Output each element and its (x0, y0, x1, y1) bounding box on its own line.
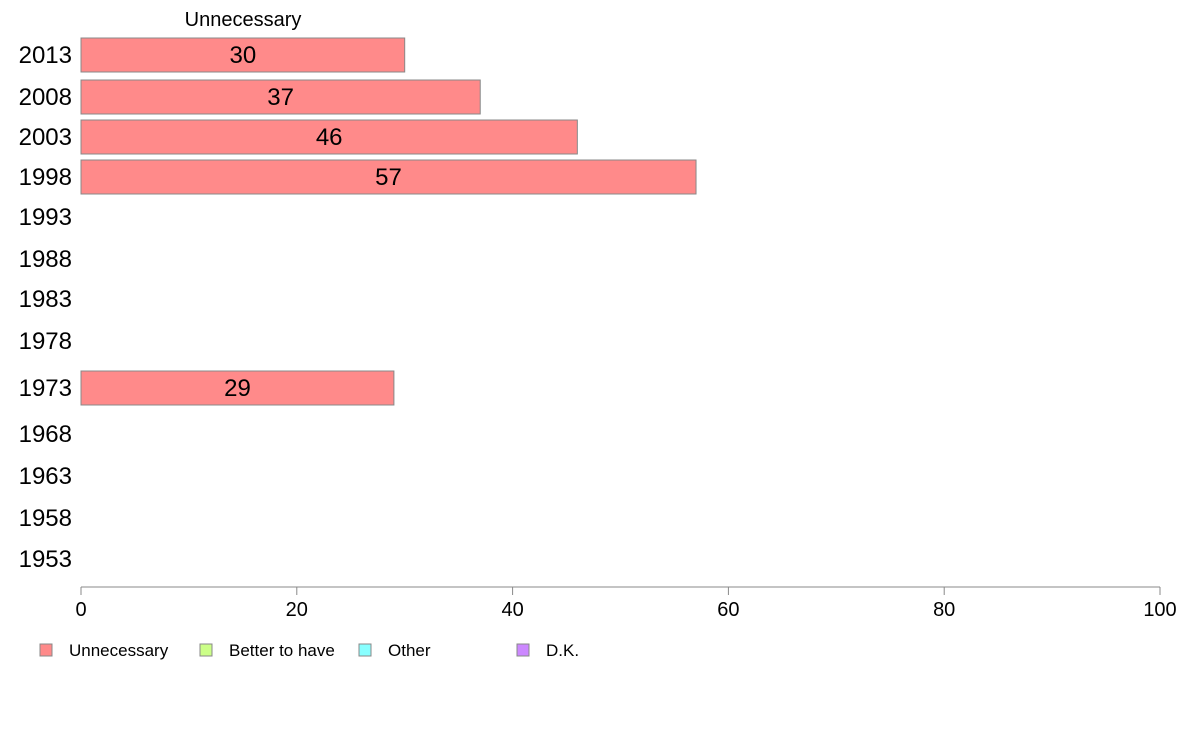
y-tick-label: 1953 (19, 546, 72, 573)
bar (80, 79, 481, 115)
bar (80, 37, 406, 73)
x-tick-label: 20 (286, 599, 308, 621)
y-tick-label: 1978 (19, 328, 72, 355)
y-tick-label: 1998 (19, 164, 72, 191)
legend-label: Unnecessary (69, 641, 169, 660)
bar-value-label: 30 (229, 42, 256, 69)
y-tick-label: 1993 (19, 204, 72, 231)
bar-value-label: 37 (267, 84, 294, 111)
y-tick-label: 1983 (19, 286, 72, 313)
y-tick-label: 1973 (19, 375, 72, 402)
chart-header: Unnecessary (185, 9, 302, 31)
bars-layer: 30 37 46 57 29 (80, 37, 697, 406)
y-axis-labels: 2013 2008 2003 1998 1993 1988 1983 1978 1973 1968… (19, 42, 72, 573)
y-tick-label: 1963 (19, 463, 72, 490)
bar-value-label: 46 (316, 124, 343, 151)
y-tick-label: 2013 (19, 42, 72, 69)
legend-swatch (516, 643, 530, 657)
y-tick-label: 2003 (19, 124, 72, 151)
legend-swatch (358, 643, 372, 657)
bar (80, 119, 578, 155)
legend-swatch (199, 643, 213, 657)
y-tick-label: 1958 (19, 505, 72, 532)
x-tick-label: 60 (717, 599, 739, 621)
bar (80, 159, 697, 195)
x-tick-label: 40 (501, 599, 523, 621)
legend-label: D.K. (546, 641, 579, 660)
x-tick-label: 0 (75, 599, 86, 621)
x-tick-label: 100 (1143, 599, 1176, 621)
bar-value-label: 29 (224, 375, 251, 402)
y-tick-label: 1988 (19, 246, 72, 273)
legend-swatch (39, 643, 53, 657)
y-tick-label: 2008 (19, 84, 72, 111)
bar-value-label: 57 (375, 164, 402, 191)
x-axis: 0 20 40 60 80 100 (75, 586, 1177, 621)
x-tick-label: 80 (933, 599, 955, 621)
y-tick-label: 1968 (19, 421, 72, 448)
legend-label: Other (388, 641, 431, 660)
legend: Unnecessary Better to have Other D.K. (39, 641, 579, 660)
bar (80, 370, 395, 406)
legend-label: Better to have (229, 641, 335, 660)
